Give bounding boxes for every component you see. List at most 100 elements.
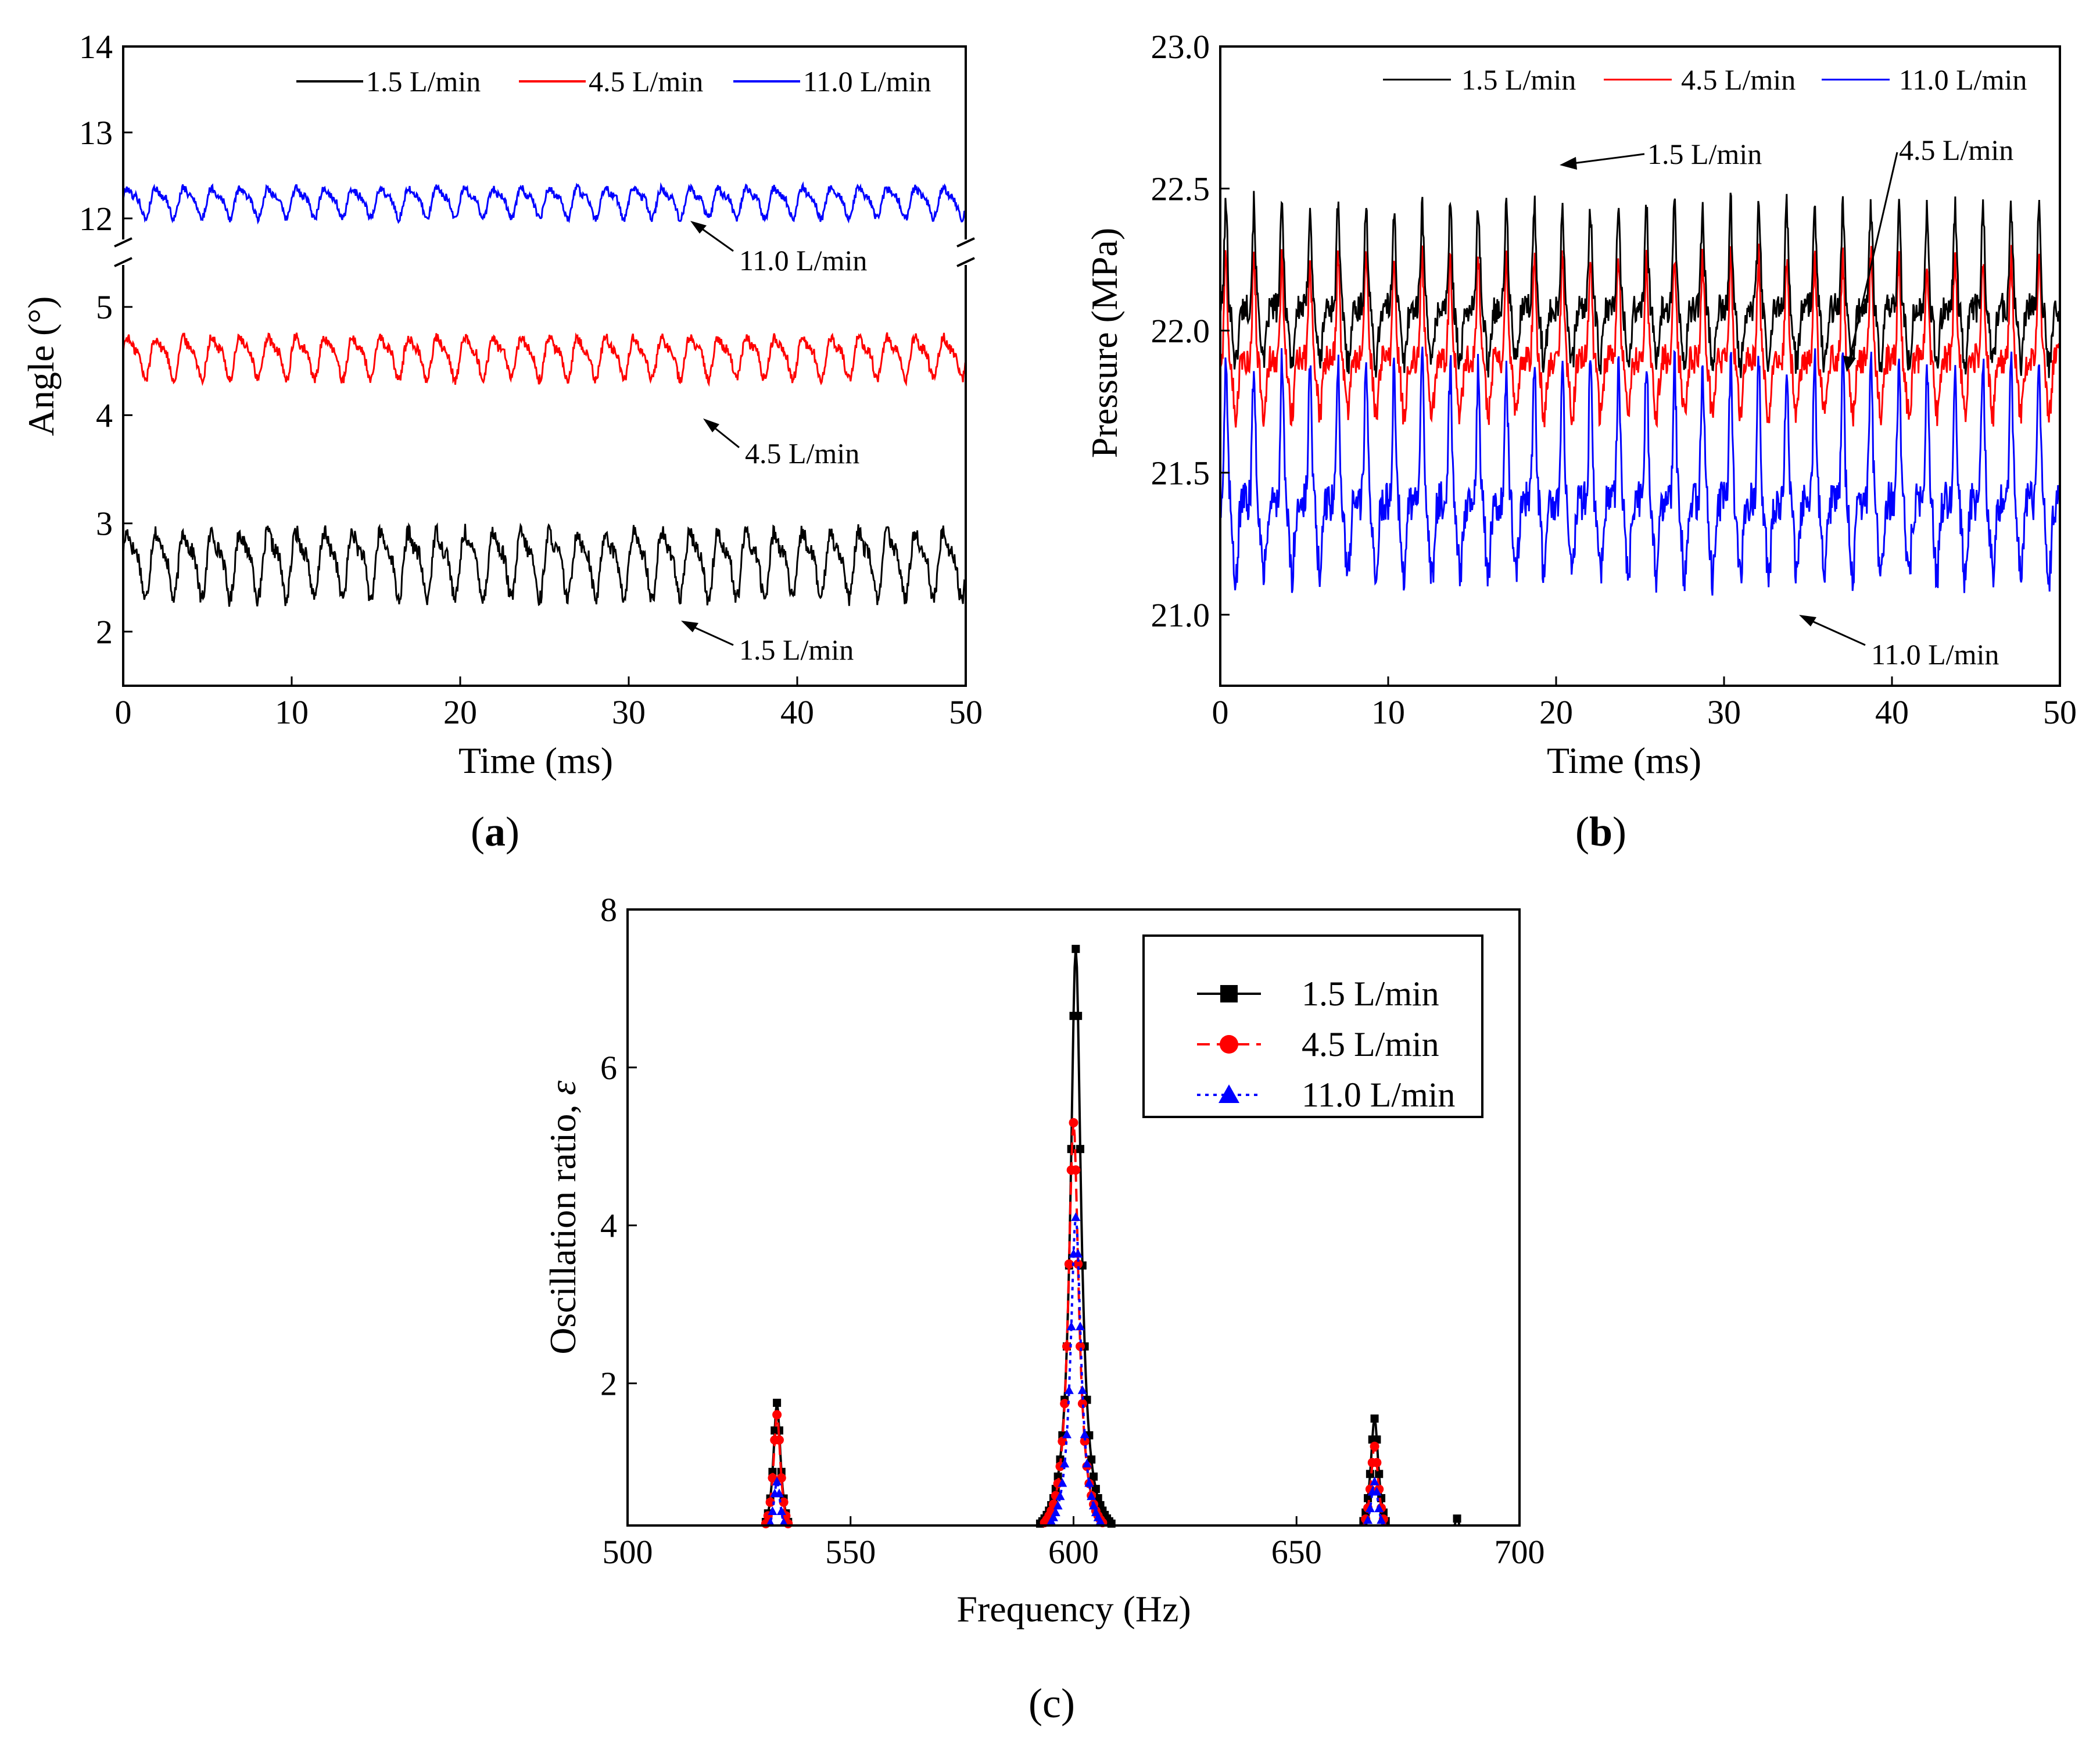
x-tick-label: 700	[1495, 1533, 1545, 1571]
chart-b-y-axis: 21.0 21.5 22.0 22.5 23.0	[1151, 28, 1230, 634]
chart-c-point	[779, 1497, 789, 1507]
chart-c-point	[1060, 1459, 1070, 1468]
chart-c-point	[1071, 1212, 1081, 1221]
chart-c-point	[765, 1517, 775, 1527]
chart-c-point	[1089, 1501, 1099, 1510]
chart-c-point	[1077, 1399, 1087, 1409]
chart-c-point	[776, 1506, 786, 1515]
chart-c-point	[1094, 1494, 1102, 1502]
chart-c-point	[1053, 1501, 1063, 1510]
chart-c-point	[1064, 1259, 1074, 1269]
chart-c-point	[1365, 1503, 1375, 1513]
x-tick-label: 40	[780, 693, 814, 731]
chart-a-legend-4-5: 4.5 L/min	[589, 65, 703, 98]
chart-c-point	[1082, 1459, 1092, 1468]
chart-c-point	[1055, 1491, 1065, 1501]
x-tick-label: 0	[115, 693, 132, 731]
x-tick-label: 0	[1212, 693, 1229, 731]
chart-c-point	[1091, 1485, 1100, 1494]
chart-c-x-label: Frequency (Hz)	[956, 1588, 1191, 1630]
y-tick-label: 2	[600, 1365, 617, 1402]
y-tick-label: 2	[96, 613, 113, 651]
x-tick-label: 20	[443, 693, 477, 731]
y-tick-label: 8	[600, 891, 617, 929]
x-tick-label: 30	[612, 693, 646, 731]
chart-b-caption: (b)	[1575, 808, 1626, 855]
chart-c-point	[1087, 1455, 1096, 1464]
chart-b-y-label: Pressure (MPa)	[1084, 228, 1125, 458]
chart-c-point	[774, 1435, 784, 1445]
y-tick-label: 12	[79, 200, 113, 238]
chart-c-point	[1370, 1441, 1379, 1451]
y-tick-label: 3	[96, 505, 113, 543]
chart-c-point	[1073, 1248, 1083, 1258]
x-tick-label: 20	[1539, 693, 1573, 731]
chart-c-point	[1062, 1429, 1071, 1438]
chart-a-x-axis: 0 10 20 30 40 50	[115, 676, 983, 731]
x-tick-label: 50	[2043, 693, 2077, 731]
chart-b-line-4-5	[1219, 243, 2061, 428]
chart-c-point	[1370, 1414, 1379, 1423]
chart-panel-b: 0 10 20 30 40 50 21.0 21.5 22.0 22.5 23.0 Time (m…	[1084, 28, 2077, 855]
x-tick-label: 650	[1271, 1533, 1322, 1571]
chart-c-point	[1076, 1322, 1085, 1331]
chart-c-point	[1076, 1145, 1085, 1154]
chart-c-point	[1077, 1385, 1087, 1394]
chart-a-line-1-5	[122, 522, 967, 607]
chart-c-point	[1051, 1507, 1060, 1516]
chart-b-legend: 1.5 L/min 4.5 L/min 11.0 L/min	[1368, 58, 2051, 99]
chart-c-point	[1062, 1341, 1071, 1351]
chart-c-point	[1048, 1512, 1058, 1521]
chart-a-line-4-5	[122, 332, 967, 387]
y-tick-label: 22.0	[1151, 312, 1210, 350]
chart-c-x-axis: 500 550 600 650 700	[603, 1516, 1545, 1571]
chart-panel-a: 0 10 20 30 40 50 2 3 4 5 12 13 14 Time (ms) Angle (…	[20, 28, 983, 855]
chart-c-point	[1064, 1385, 1074, 1394]
chart-c-point	[1375, 1470, 1384, 1478]
chart-c-point	[773, 1398, 782, 1407]
y-tick-label: 21.5	[1151, 454, 1210, 492]
chart-c-point	[1080, 1429, 1090, 1438]
x-tick-label: 10	[1371, 693, 1405, 731]
chart-a-axis-break	[114, 237, 975, 267]
chart-c-point	[1372, 1435, 1381, 1444]
x-tick-label: 10	[275, 693, 309, 731]
chart-c-point	[1095, 1516, 1105, 1525]
chart-a-data-lines	[122, 181, 967, 607]
y-tick-label: 21.0	[1151, 596, 1210, 634]
chart-c-point	[1053, 1472, 1062, 1481]
chart-c-legend: 1.5 L/min 4.5 L/min 11.0 L/min	[1142, 934, 1483, 1118]
chart-a-caption: (a)	[471, 808, 519, 855]
y-tick-label: 5	[96, 288, 113, 326]
chart-c-point	[1090, 1472, 1098, 1481]
chart-c-line-4-5	[628, 1122, 1520, 1527]
chart-a-annotation-11-0: 11.0 L/min	[739, 244, 867, 277]
y-tick-label: 4	[600, 1207, 617, 1245]
chart-b-line-11-0	[1219, 346, 2061, 596]
chart-a-y-label: Angle (°)	[20, 296, 62, 436]
chart-c-legend-11-0: 11.0 L/min	[1302, 1076, 1455, 1114]
chart-a-legend-11-0: 11.0 L/min	[803, 65, 931, 98]
chart-c-point	[1076, 1341, 1085, 1351]
chart-c-y-axis: 2 4 6 8	[600, 891, 637, 1402]
chart-b-legend-1-5: 1.5 L/min	[1461, 63, 1576, 96]
chart-a-x-label: Time (ms)	[458, 740, 613, 781]
chart-c-point	[1071, 1165, 1081, 1175]
x-tick-label: 600	[1048, 1533, 1099, 1571]
chart-a-line-11-0	[122, 181, 967, 225]
x-tick-label: 40	[1875, 693, 1909, 731]
chart-a-legend: 1.5 L/min 4.5 L/min 11.0 L/min	[296, 65, 931, 98]
chart-c-point	[768, 1506, 777, 1515]
chart-c-point	[776, 1473, 786, 1483]
chart-c-markers-11-0	[765, 1212, 1386, 1527]
chart-c-point	[1084, 1478, 1094, 1487]
chart-a-y-axis: 2 3 4 5 12 13 14	[79, 28, 132, 651]
chart-c-legend-4-5: 4.5 L/min	[1302, 1025, 1439, 1063]
chart-c-point	[1372, 1487, 1382, 1496]
chart-b-data-lines	[1219, 191, 2061, 596]
y-tick-label: 22.5	[1151, 170, 1210, 207]
chart-c-point	[1071, 944, 1080, 953]
chart-c-point	[772, 1477, 782, 1486]
chart-a-legend-1-5: 1.5 L/min	[366, 65, 481, 98]
